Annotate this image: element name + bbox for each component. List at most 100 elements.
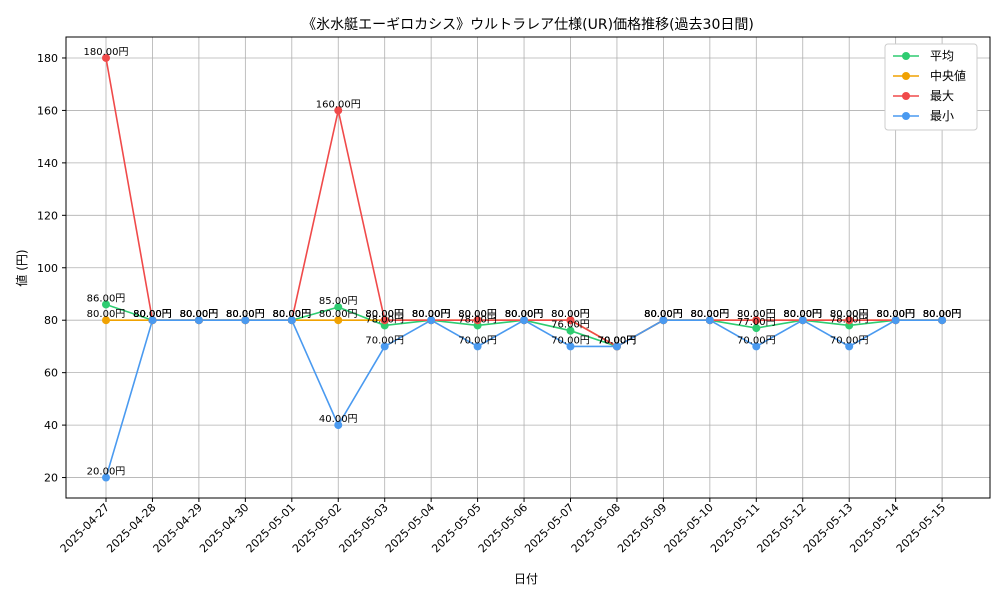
data-point <box>845 316 854 325</box>
data-point <box>752 342 761 351</box>
legend-swatch-marker <box>902 72 910 80</box>
data-label: 80.00円 <box>737 309 776 320</box>
legend-swatch-marker <box>902 52 910 60</box>
data-label: 80.00円 <box>272 309 311 320</box>
data-point <box>102 53 110 62</box>
data-point <box>334 106 343 115</box>
data-label: 80.00円 <box>133 309 172 320</box>
data-point <box>612 342 621 351</box>
data-label: 80.00円 <box>923 309 962 320</box>
data-label: 70.00円 <box>458 335 497 346</box>
data-label: 80.00円 <box>412 309 451 320</box>
data-label: 70.00円 <box>830 335 869 346</box>
data-label: 78.00円 <box>365 314 404 325</box>
data-point <box>566 316 575 325</box>
data-label: 80.00円 <box>272 309 311 320</box>
data-label: 20.00円 <box>87 467 126 478</box>
data-point <box>566 342 575 351</box>
data-label: 80.00円 <box>319 309 358 320</box>
legend-label: 最小 <box>930 109 954 123</box>
legend-swatch-marker <box>902 112 910 120</box>
data-point <box>427 316 436 325</box>
data-point <box>891 316 900 325</box>
data-point <box>148 316 157 325</box>
data-point <box>102 300 110 309</box>
x-axis-label: 日付 <box>514 572 538 586</box>
data-point <box>287 316 296 325</box>
y-tick-label: 120 <box>37 209 58 222</box>
data-label: 80.00円 <box>87 309 126 320</box>
data-label: 80.00円 <box>505 309 544 320</box>
x-tick-label: 2025-05-15 <box>894 501 948 555</box>
data-label: 80.00円 <box>505 309 544 320</box>
data-point <box>194 316 203 325</box>
data-label: 80.00円 <box>133 309 172 320</box>
data-label: 80.00円 <box>691 309 730 320</box>
data-label: 80.00円 <box>226 309 265 320</box>
data-label: 180.00円 <box>84 47 129 58</box>
data-point <box>102 316 110 325</box>
data-label: 80.00円 <box>783 309 822 320</box>
data-label: 80.00円 <box>365 309 404 320</box>
data-label: 80.00円 <box>691 309 730 320</box>
data-label: 78.00円 <box>458 314 497 325</box>
data-label: 80.00円 <box>272 309 311 320</box>
data-label: 80.00円 <box>737 309 776 320</box>
data-labels: 86.00円 80.00円 80.00円 80.00円 80.00円 85.00円 78.0… <box>84 47 962 478</box>
data-label: 80.00円 <box>644 309 683 320</box>
data-label: 80.00円 <box>133 309 172 320</box>
data-label: 80.00円 <box>180 309 219 320</box>
data-point <box>752 316 761 325</box>
data-label: 80.00円 <box>180 309 219 320</box>
data-point <box>241 316 250 325</box>
y-tick-label: 100 <box>37 262 58 275</box>
data-label: 78.00円 <box>830 314 869 325</box>
data-label: 70.00円 <box>598 335 637 346</box>
x-axis-ticks: 2025-04-272025-04-282025-04-292025-04-30… <box>58 498 948 555</box>
data-label: 80.00円 <box>412 309 451 320</box>
data-label: 80.00円 <box>180 309 219 320</box>
y-tick-label: 180 <box>37 52 58 65</box>
data-label: 80.00円 <box>876 309 915 320</box>
data-point <box>102 473 110 482</box>
data-label: 70.00円 <box>598 335 637 346</box>
grid <box>66 37 990 498</box>
data-label: 80.00円 <box>876 309 915 320</box>
y-axis-label: 値 (円) <box>14 249 29 286</box>
data-point <box>752 324 761 333</box>
data-label: 160.00円 <box>316 99 361 110</box>
data-point <box>705 316 714 325</box>
data-label: 40.00円 <box>319 414 358 425</box>
data-point <box>473 342 482 351</box>
data-label: 80.00円 <box>783 309 822 320</box>
data-point <box>380 316 389 325</box>
data-label: 80.00円 <box>180 309 219 320</box>
data-label: 85.00円 <box>319 296 358 307</box>
legend-label: 中央値 <box>930 68 966 83</box>
data-label: 80.00円 <box>133 309 172 320</box>
y-tick-label: 60 <box>44 367 58 380</box>
data-label: 70.00円 <box>598 335 637 346</box>
data-point <box>798 316 807 325</box>
y-tick-label: 160 <box>37 104 58 117</box>
data-label: 80.00円 <box>923 309 962 320</box>
data-label: 80.00円 <box>876 309 915 320</box>
data-label: 80.00円 <box>226 309 265 320</box>
data-label: 77.00円 <box>737 317 776 328</box>
legend-box <box>884 43 978 131</box>
legend-swatch-marker <box>902 92 910 100</box>
data-label: 70.00円 <box>365 335 404 346</box>
data-label: 80.00円 <box>644 309 683 320</box>
data-label: 80.00円 <box>412 309 451 320</box>
y-tick-label: 140 <box>37 157 58 170</box>
data-label: 70.00円 <box>551 335 590 346</box>
data-label: 80.00円 <box>226 309 265 320</box>
y-axis-ticks: 20 40 60 80 100 120 140 160 180 <box>37 52 66 485</box>
data-label: 80.00円 <box>644 309 683 320</box>
data-label: 80.00円 <box>551 309 590 320</box>
data-label: 80.00円 <box>783 309 822 320</box>
data-label: 80.00円 <box>505 309 544 320</box>
data-label: 76.00円 <box>551 320 590 331</box>
